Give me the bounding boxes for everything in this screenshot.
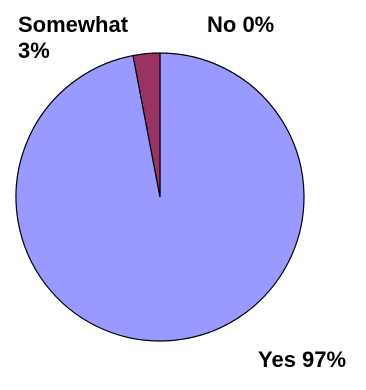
data-label-no: No 0% <box>207 12 275 37</box>
data-label-somewhat-name: Somewhat <box>18 12 129 37</box>
data-label-somewhat-value: 3% <box>18 38 50 63</box>
data-label-somewhat: Somewhat 3% <box>18 12 128 64</box>
pie-slices <box>15 52 305 342</box>
data-label-yes: Yes 97% <box>258 347 347 372</box>
